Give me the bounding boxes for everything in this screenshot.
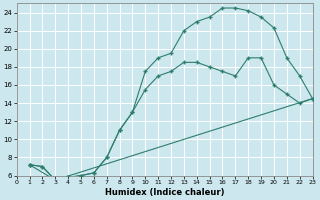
X-axis label: Humidex (Indice chaleur): Humidex (Indice chaleur) (105, 188, 224, 197)
